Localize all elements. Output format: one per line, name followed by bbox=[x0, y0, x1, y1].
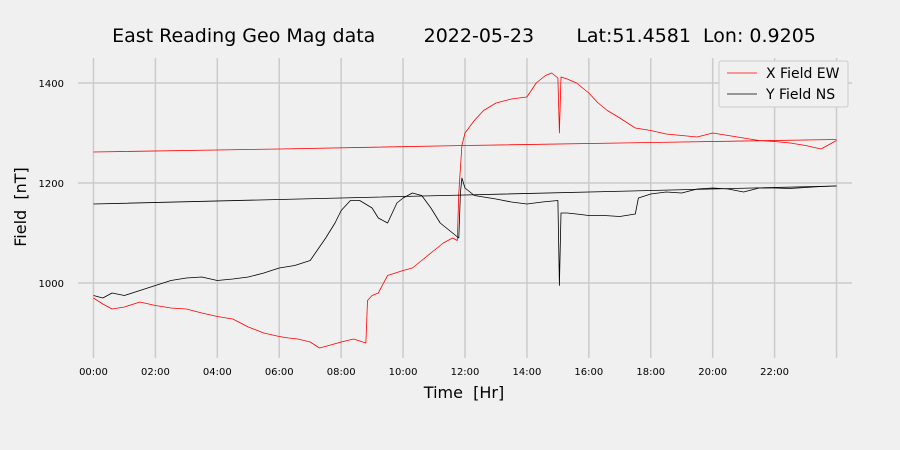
x-axis-label: Time [Hr] bbox=[423, 383, 504, 402]
grid bbox=[78, 58, 852, 358]
y-tick-label: 1000 bbox=[39, 279, 64, 290]
legend-label-y-field: Y Field NS bbox=[765, 87, 835, 103]
x-tick-label: 22:00 bbox=[760, 367, 789, 378]
x-tick-label: 10:00 bbox=[389, 367, 418, 378]
series-line-3 bbox=[93, 185, 837, 205]
legend-frame bbox=[718, 60, 849, 108]
series-line-0 bbox=[93, 72, 837, 349]
x-tick-label: 00:00 bbox=[79, 367, 108, 378]
x-tick-label: 06:00 bbox=[265, 367, 294, 378]
x-tick-label: 02:00 bbox=[141, 367, 170, 378]
y-axis-label: Field [nT] bbox=[11, 167, 30, 247]
legend: X Field EW Y Field NS bbox=[718, 60, 849, 108]
y-tick-label: 1200 bbox=[39, 179, 64, 190]
series-lines bbox=[93, 72, 837, 349]
chart-title: East Reading Geo Mag data 2022-05-23 Lat… bbox=[112, 25, 816, 47]
x-tick-label: 20:00 bbox=[698, 367, 727, 378]
y-tick-label: 1400 bbox=[39, 79, 64, 90]
series-line-2 bbox=[93, 139, 837, 153]
x-tick-label: 08:00 bbox=[327, 367, 356, 378]
x-tick-label: 14:00 bbox=[513, 367, 542, 378]
x-tick-label: 16:00 bbox=[574, 367, 603, 378]
x-tick-label: 12:00 bbox=[451, 367, 480, 378]
series-line-1 bbox=[93, 177, 837, 299]
x-tick-labels: 00:00 02:00 04:00 06:00 08:00 10:00 12:00 14:00… bbox=[79, 367, 789, 378]
x-tick-label: 04:00 bbox=[203, 367, 232, 378]
legend-label-x-field: X Field EW bbox=[766, 66, 840, 82]
x-tick-label: 18:00 bbox=[636, 367, 665, 378]
y-tick-labels: 1000 1200 1400 bbox=[39, 79, 64, 290]
